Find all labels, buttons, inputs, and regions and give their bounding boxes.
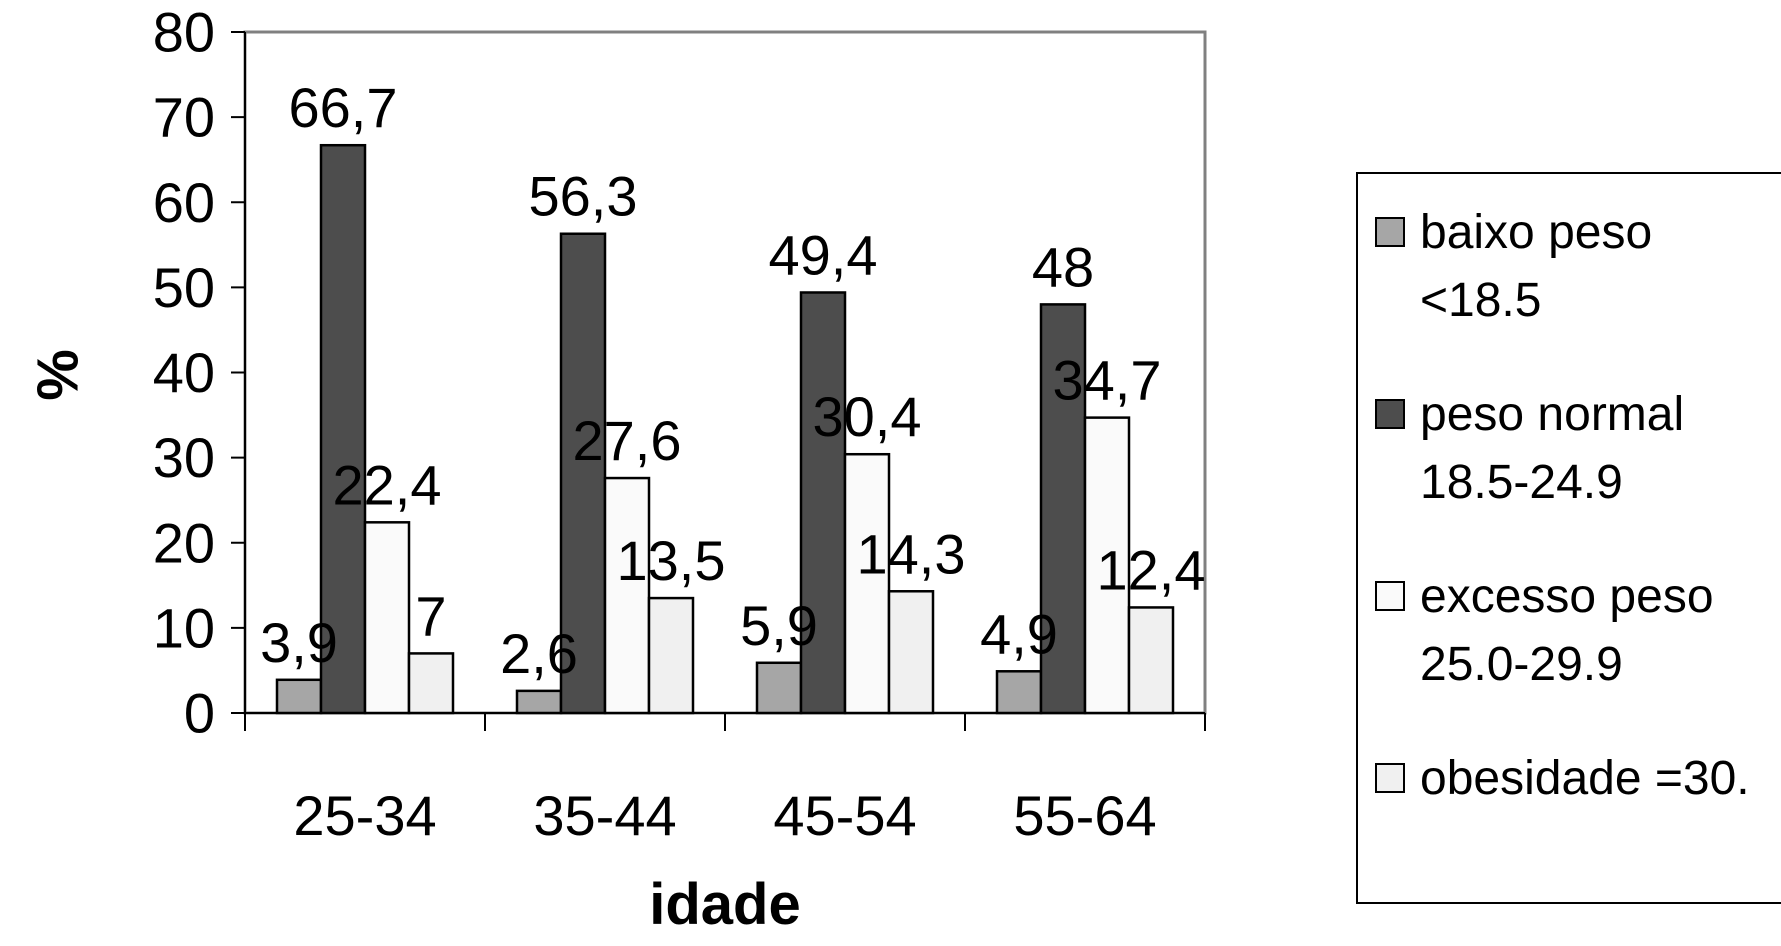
legend-label: obesidade =30. [1420,752,1750,805]
data-label: 27,6 [573,409,682,472]
data-labels-group: 3,9 2,6 5,9 4,9 66,7 56,3 49,4 48 22,4 27,6 30,4 34… [260,76,1205,685]
y-tick-label: 70 [153,86,215,149]
y-tick-label: 80 [153,1,215,64]
legend-label: <18.5 [1420,274,1541,327]
x-tick-label: 55-64 [1013,784,1156,847]
x-axis-title: idade [649,872,801,937]
data-label: 13,5 [617,529,726,592]
bar-series-4 [1127,606,1175,715]
legend-items: baixo peso <18.5 peso normal 18.5-24.9 exces… [1375,206,1750,805]
bar-series-4 [647,596,695,715]
data-label: 22,4 [333,453,442,516]
data-label: 14,3 [857,522,966,585]
data-label: 12,4 [1097,538,1206,601]
data-label: 3,9 [260,611,338,674]
bar-series-2 [1039,303,1087,715]
data-label: 5,9 [740,594,818,657]
y-tick-label: 60 [153,171,215,234]
x-tick-label: 35-44 [533,784,676,847]
data-label: 49,4 [769,223,878,286]
legend-swatch [1375,581,1405,611]
bar-series-4 [887,590,935,715]
plot-area: 0 10 20 30 40 50 60 70 80 25-34 35-44 45-54 55-64 3… [153,1,1207,847]
legend-swatch [1375,217,1405,247]
data-label: 66,7 [289,76,398,139]
bar-series-1 [515,689,563,715]
bar-series-4 [407,652,455,715]
bar-series-1 [275,678,323,715]
legend-label: 25.0-29.9 [1420,638,1623,691]
legend-swatch [1375,763,1405,793]
legend-label: excesso peso [1420,570,1714,623]
bar-series-3 [1083,416,1131,715]
y-tick-label: 0 [184,682,215,745]
bar-series-1 [755,661,803,715]
y-tick-label: 50 [153,256,215,319]
legend-frame [1356,172,1781,904]
bar-series-3 [603,476,651,715]
legend-label: baixo peso [1420,206,1652,259]
legend-swatch [1375,399,1405,429]
bar-series-1 [995,670,1043,715]
y-tick-label: 10 [153,596,215,659]
data-label: 4,9 [980,602,1058,665]
data-label: 56,3 [529,165,638,228]
x-tick-label: 45-54 [773,784,916,847]
bars-group [275,143,1175,715]
data-label: 2,6 [500,622,578,685]
y-tick-label: 40 [153,341,215,404]
y-tick-label: 20 [153,511,215,574]
legend: baixo peso <18.5 peso normal 18.5-24.9 exces… [1356,172,1781,904]
data-label: 48 [1032,235,1094,298]
y-ticks-group: 0 10 20 30 40 50 60 70 80 [153,1,245,745]
y-axis-title: % [26,349,91,401]
bar-series-3 [363,521,411,715]
x-ticks-group: 25-34 35-44 45-54 55-64 [244,713,1206,847]
y-tick-label: 30 [153,426,215,489]
data-label: 34,7 [1053,349,1162,412]
data-label: 30,4 [813,385,922,448]
data-label: 7 [415,584,446,647]
legend-label: 18.5-24.9 [1420,456,1623,509]
legend-label: peso normal [1420,388,1684,441]
x-tick-label: 25-34 [293,784,436,847]
